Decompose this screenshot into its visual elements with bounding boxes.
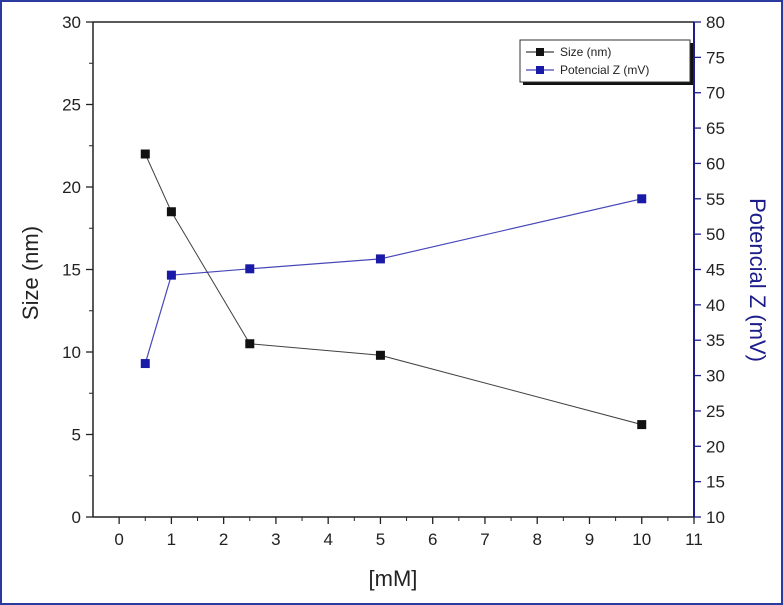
x-tick-label: 4 [323,530,332,549]
chart-legend: Size (nm) Potencial Z (mV) [519,39,693,85]
x-tick-label: 5 [376,530,385,549]
legend-marker [536,48,544,56]
y2-tick-label: 45 [706,261,725,280]
series-size [140,149,647,430]
y2-tick-label: 70 [706,84,725,103]
data-point-marker [166,207,176,217]
legend-box [519,39,691,83]
y-tick-label: 20 [62,178,81,197]
series-line [144,153,642,426]
y-tick-label: 10 [62,343,81,362]
x-tick-label: 8 [532,530,541,549]
y2-tick-label: 55 [706,190,725,209]
data-point-marker [245,264,255,274]
data-point-marker [637,194,647,204]
y-tick-label: 0 [72,508,81,527]
y-tick-label: 15 [62,261,81,280]
y2-tick-label: 60 [706,154,725,173]
y2-tick-label: 80 [706,13,725,32]
legend-marker [536,66,544,74]
chart-axes: 0 1 2 3 4 5 6 7 8 9 10 1105101520253010152025303540… [62,13,725,549]
y-tick-label: 5 [72,426,81,445]
y2-tick-label: 35 [706,331,725,350]
x-tick-label: 7 [480,530,489,549]
y2-tick-label: 50 [706,225,725,244]
x-tick-label: 11 [685,530,703,549]
data-point-marker [375,350,385,360]
y2-tick-label: 65 [706,119,725,138]
x-tick-label: 3 [271,530,280,549]
data-point-marker [375,254,385,264]
x-tick-label: 10 [632,530,651,549]
y2-tick-label: 15 [706,473,725,492]
data-point-marker [140,149,150,159]
legend-label: Potencial Z (mV) [560,63,649,77]
y-tick-label: 30 [62,13,81,32]
series-line [144,198,642,364]
y2-tick-label: 30 [706,367,725,386]
x-tick-label: 0 [114,530,123,549]
x-tick-label: 2 [219,530,228,549]
x-axis-title: [mM] [369,566,418,591]
y2-tick-label: 25 [706,402,725,421]
y2-tick-label: 20 [706,437,725,456]
y-tick-label: 25 [62,96,81,115]
y2-tick-label: 75 [706,48,725,67]
chart-series-layer [140,149,647,430]
legend-label: Size (nm) [560,45,611,59]
x-tick-label: 9 [585,530,594,549]
y2-axis-title: Potencial Z (mV) [745,198,770,362]
x-tick-label: 6 [428,530,437,549]
y-axis-title: Size (nm) [18,226,43,320]
series-potencial-z [140,194,647,369]
x-tick-label: 1 [167,530,176,549]
y2-tick-label: 40 [706,296,725,315]
data-point-marker [140,359,150,369]
data-point-marker [245,339,255,349]
data-point-marker [166,270,176,280]
data-point-marker [637,420,647,430]
y2-tick-label: 10 [706,508,725,527]
